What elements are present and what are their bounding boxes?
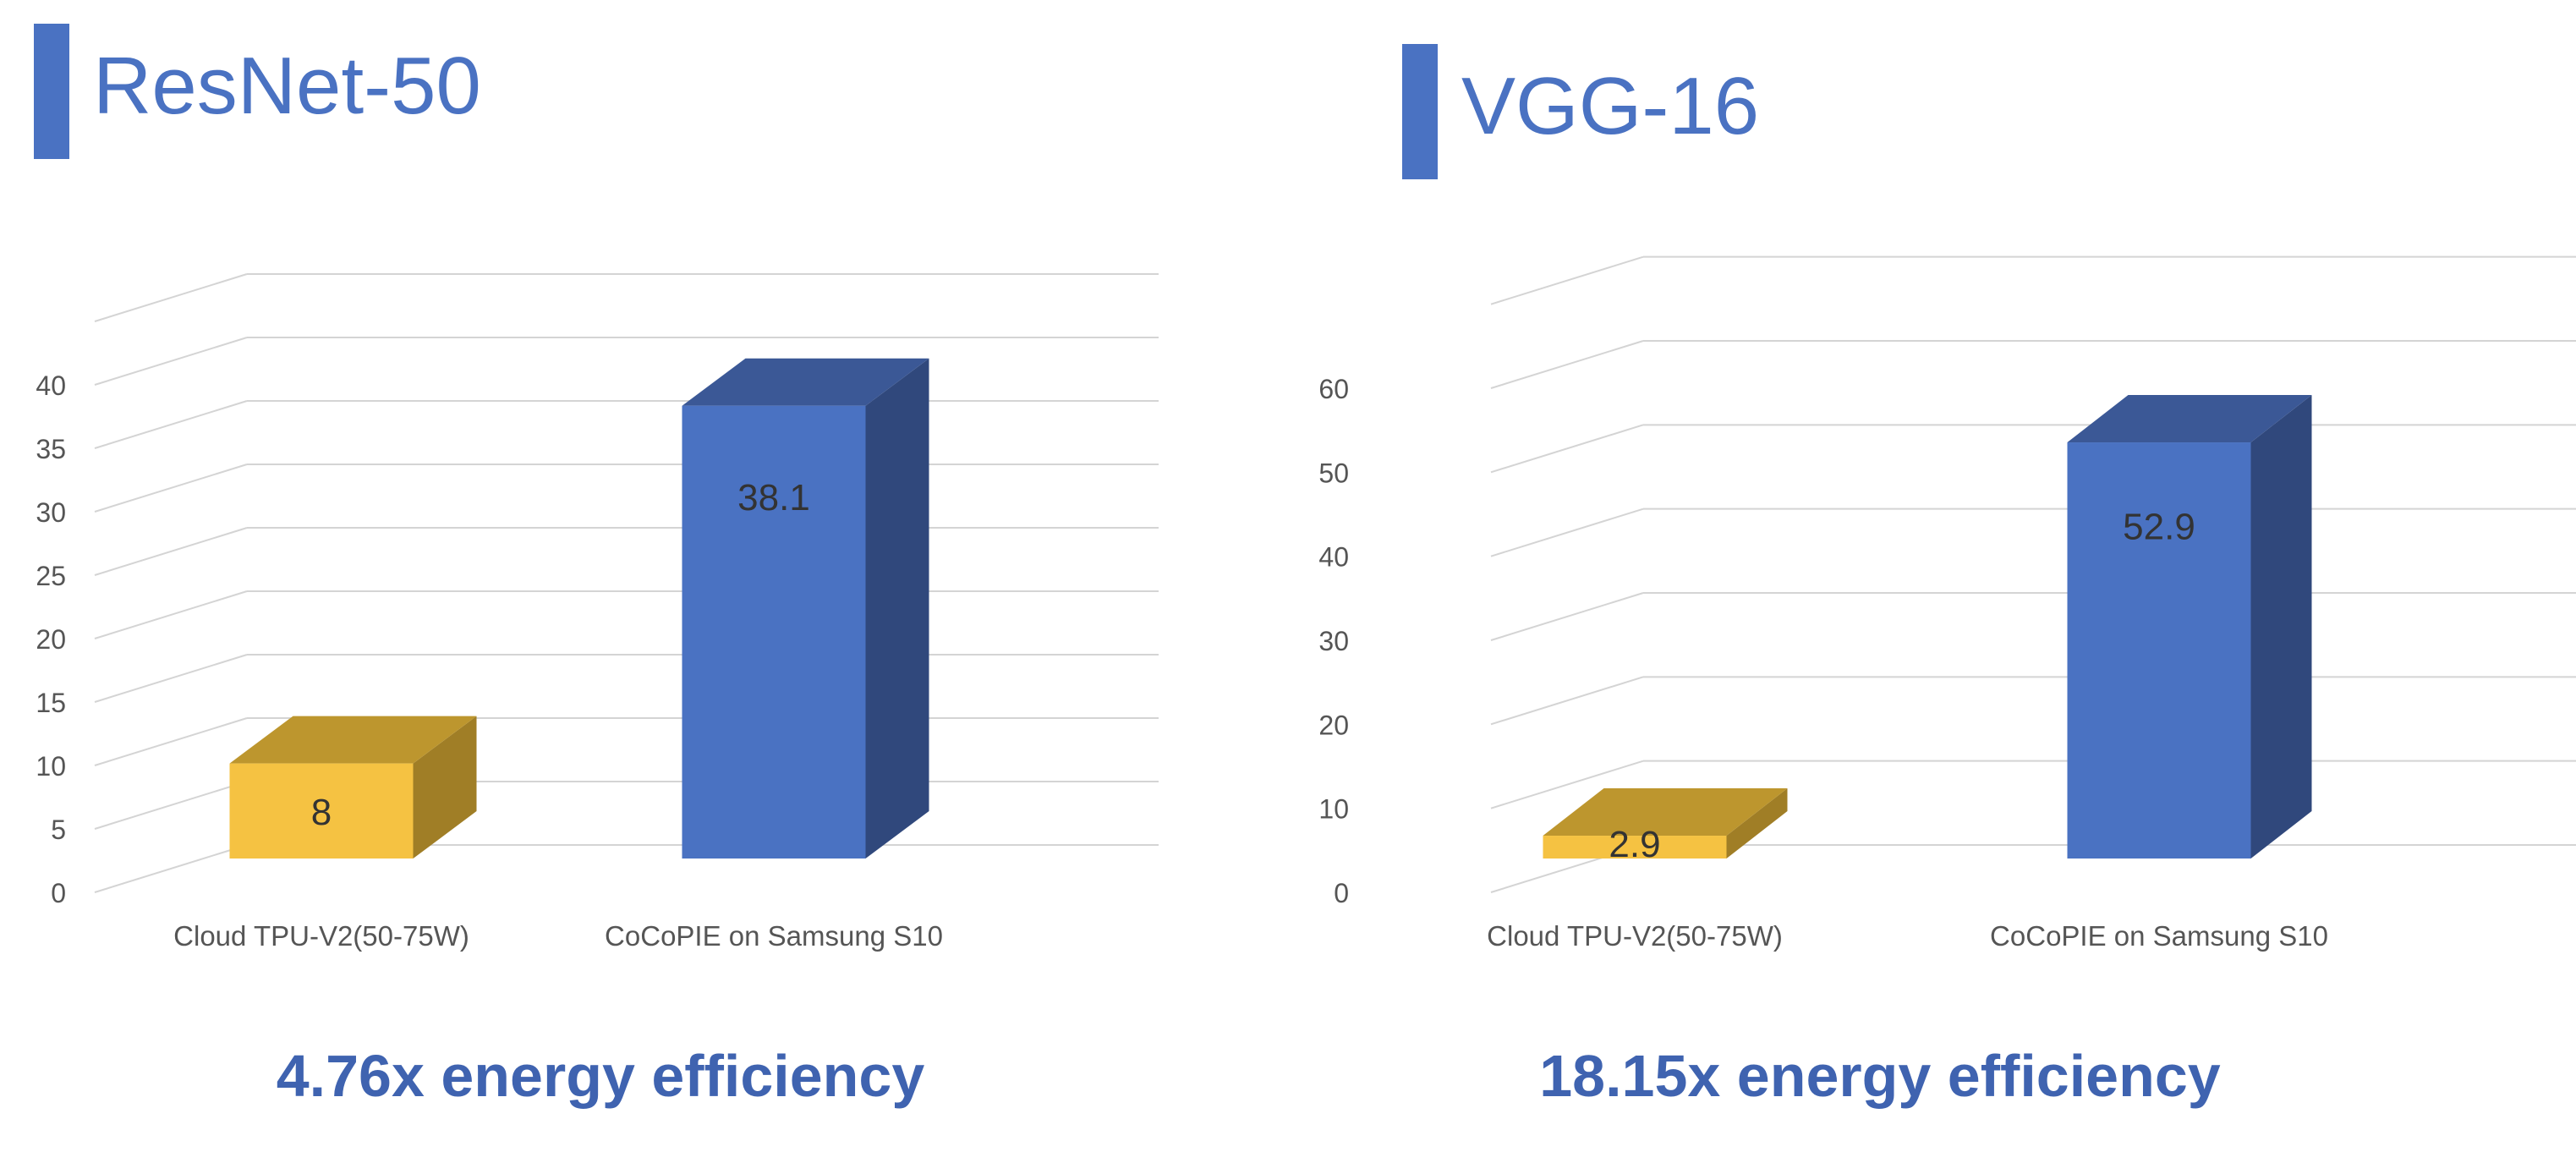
gridline-wall	[94, 527, 248, 576]
bar-side	[865, 358, 929, 859]
gridline-wall	[1490, 760, 1644, 809]
y-tick-label: 25	[36, 561, 66, 591]
gridline-wall	[94, 464, 248, 513]
x-category-label: CoCoPIE on Samsung S10	[605, 920, 943, 952]
data-label: 2.9	[1609, 824, 1660, 865]
chart-title: VGG-16	[1461, 61, 1760, 151]
gridline-wall	[94, 781, 248, 830]
x-category-label: Cloud TPU-V2(50-75W)	[173, 920, 469, 952]
gridline-wall	[1490, 507, 1644, 557]
y-tick-label: 15	[36, 688, 66, 718]
data-label: 52.9	[2123, 506, 2195, 547]
y-tick-label: 10	[1318, 794, 1349, 825]
y-tick-label: 50	[1318, 458, 1349, 488]
title-accent-bar	[34, 24, 69, 159]
bar	[2067, 442, 2251, 859]
chart-title: ResNet-50	[93, 41, 481, 131]
gridline-wall	[94, 654, 248, 703]
bar-side	[2250, 395, 2312, 859]
bar	[682, 405, 866, 859]
y-tick-label: 20	[1318, 710, 1349, 740]
x-category-label: CoCoPIE on Samsung S10	[1990, 920, 2328, 952]
gridline-wall	[1490, 424, 1644, 474]
bar	[229, 763, 414, 859]
resnet-panel: ResNet-50 0 5 10 15 20 25 30 35 40 8 38.1 Cloud TPU…	[34, 24, 1159, 1109]
data-label: 38.1	[737, 477, 810, 518]
bar-top	[1543, 788, 1788, 837]
gridline-wall	[1490, 255, 1644, 305]
bar	[1543, 836, 1727, 859]
y-tick-label: 60	[1318, 374, 1349, 404]
y-tick-label: 5	[51, 815, 66, 845]
gridline-wall	[94, 337, 248, 386]
x-category-label: Cloud TPU-V2(50-75W)	[1487, 920, 1783, 952]
y-tick-label: 30	[1318, 626, 1349, 656]
y-tick-label: 35	[36, 434, 66, 464]
vgg-bar-chart: 0 10 20 30 40 50 60 2.9 52.9 Cloud TPU-V2(50-75W)…	[1318, 255, 2576, 952]
bar-side	[413, 716, 477, 859]
gridline-wall	[94, 273, 248, 322]
data-label: 8	[311, 792, 332, 833]
resnet-bar-chart: 0 5 10 15 20 25 30 35 40 8 38.1 Cloud TPU-V2(50-75W…	[36, 273, 1159, 952]
y-tick-label: 20	[36, 624, 66, 655]
efficiency-caption: 18.15x energy efficiency	[1539, 1043, 2221, 1109]
gridline-wall	[94, 717, 248, 766]
vgg-panel: VGG-16 0 10 20 30 40 50 60 2.9 52.9 Cloud TPU-V2(…	[1288, 0, 2576, 1152]
efficiency-caption: 4.76x energy efficiency	[276, 1043, 925, 1109]
bar-top	[682, 358, 929, 406]
y-tick-label: 0	[1334, 878, 1349, 908]
y-tick-label: 0	[51, 878, 66, 908]
gridline-wall	[94, 590, 248, 639]
gridline-wall	[1490, 340, 1644, 389]
y-tick-label: 40	[36, 370, 66, 401]
gridline-wall	[94, 844, 248, 893]
y-tick-label: 40	[1318, 542, 1349, 573]
bar-top	[229, 716, 477, 764]
bar-side	[1726, 788, 1788, 859]
title-accent-bar	[1402, 44, 1438, 179]
bar-top	[2067, 395, 2312, 443]
gridline-wall	[94, 400, 248, 449]
gridline-wall	[1490, 676, 1644, 726]
y-tick-label: 30	[36, 497, 66, 528]
y-tick-label: 10	[36, 751, 66, 782]
gridline-wall	[1490, 592, 1644, 641]
